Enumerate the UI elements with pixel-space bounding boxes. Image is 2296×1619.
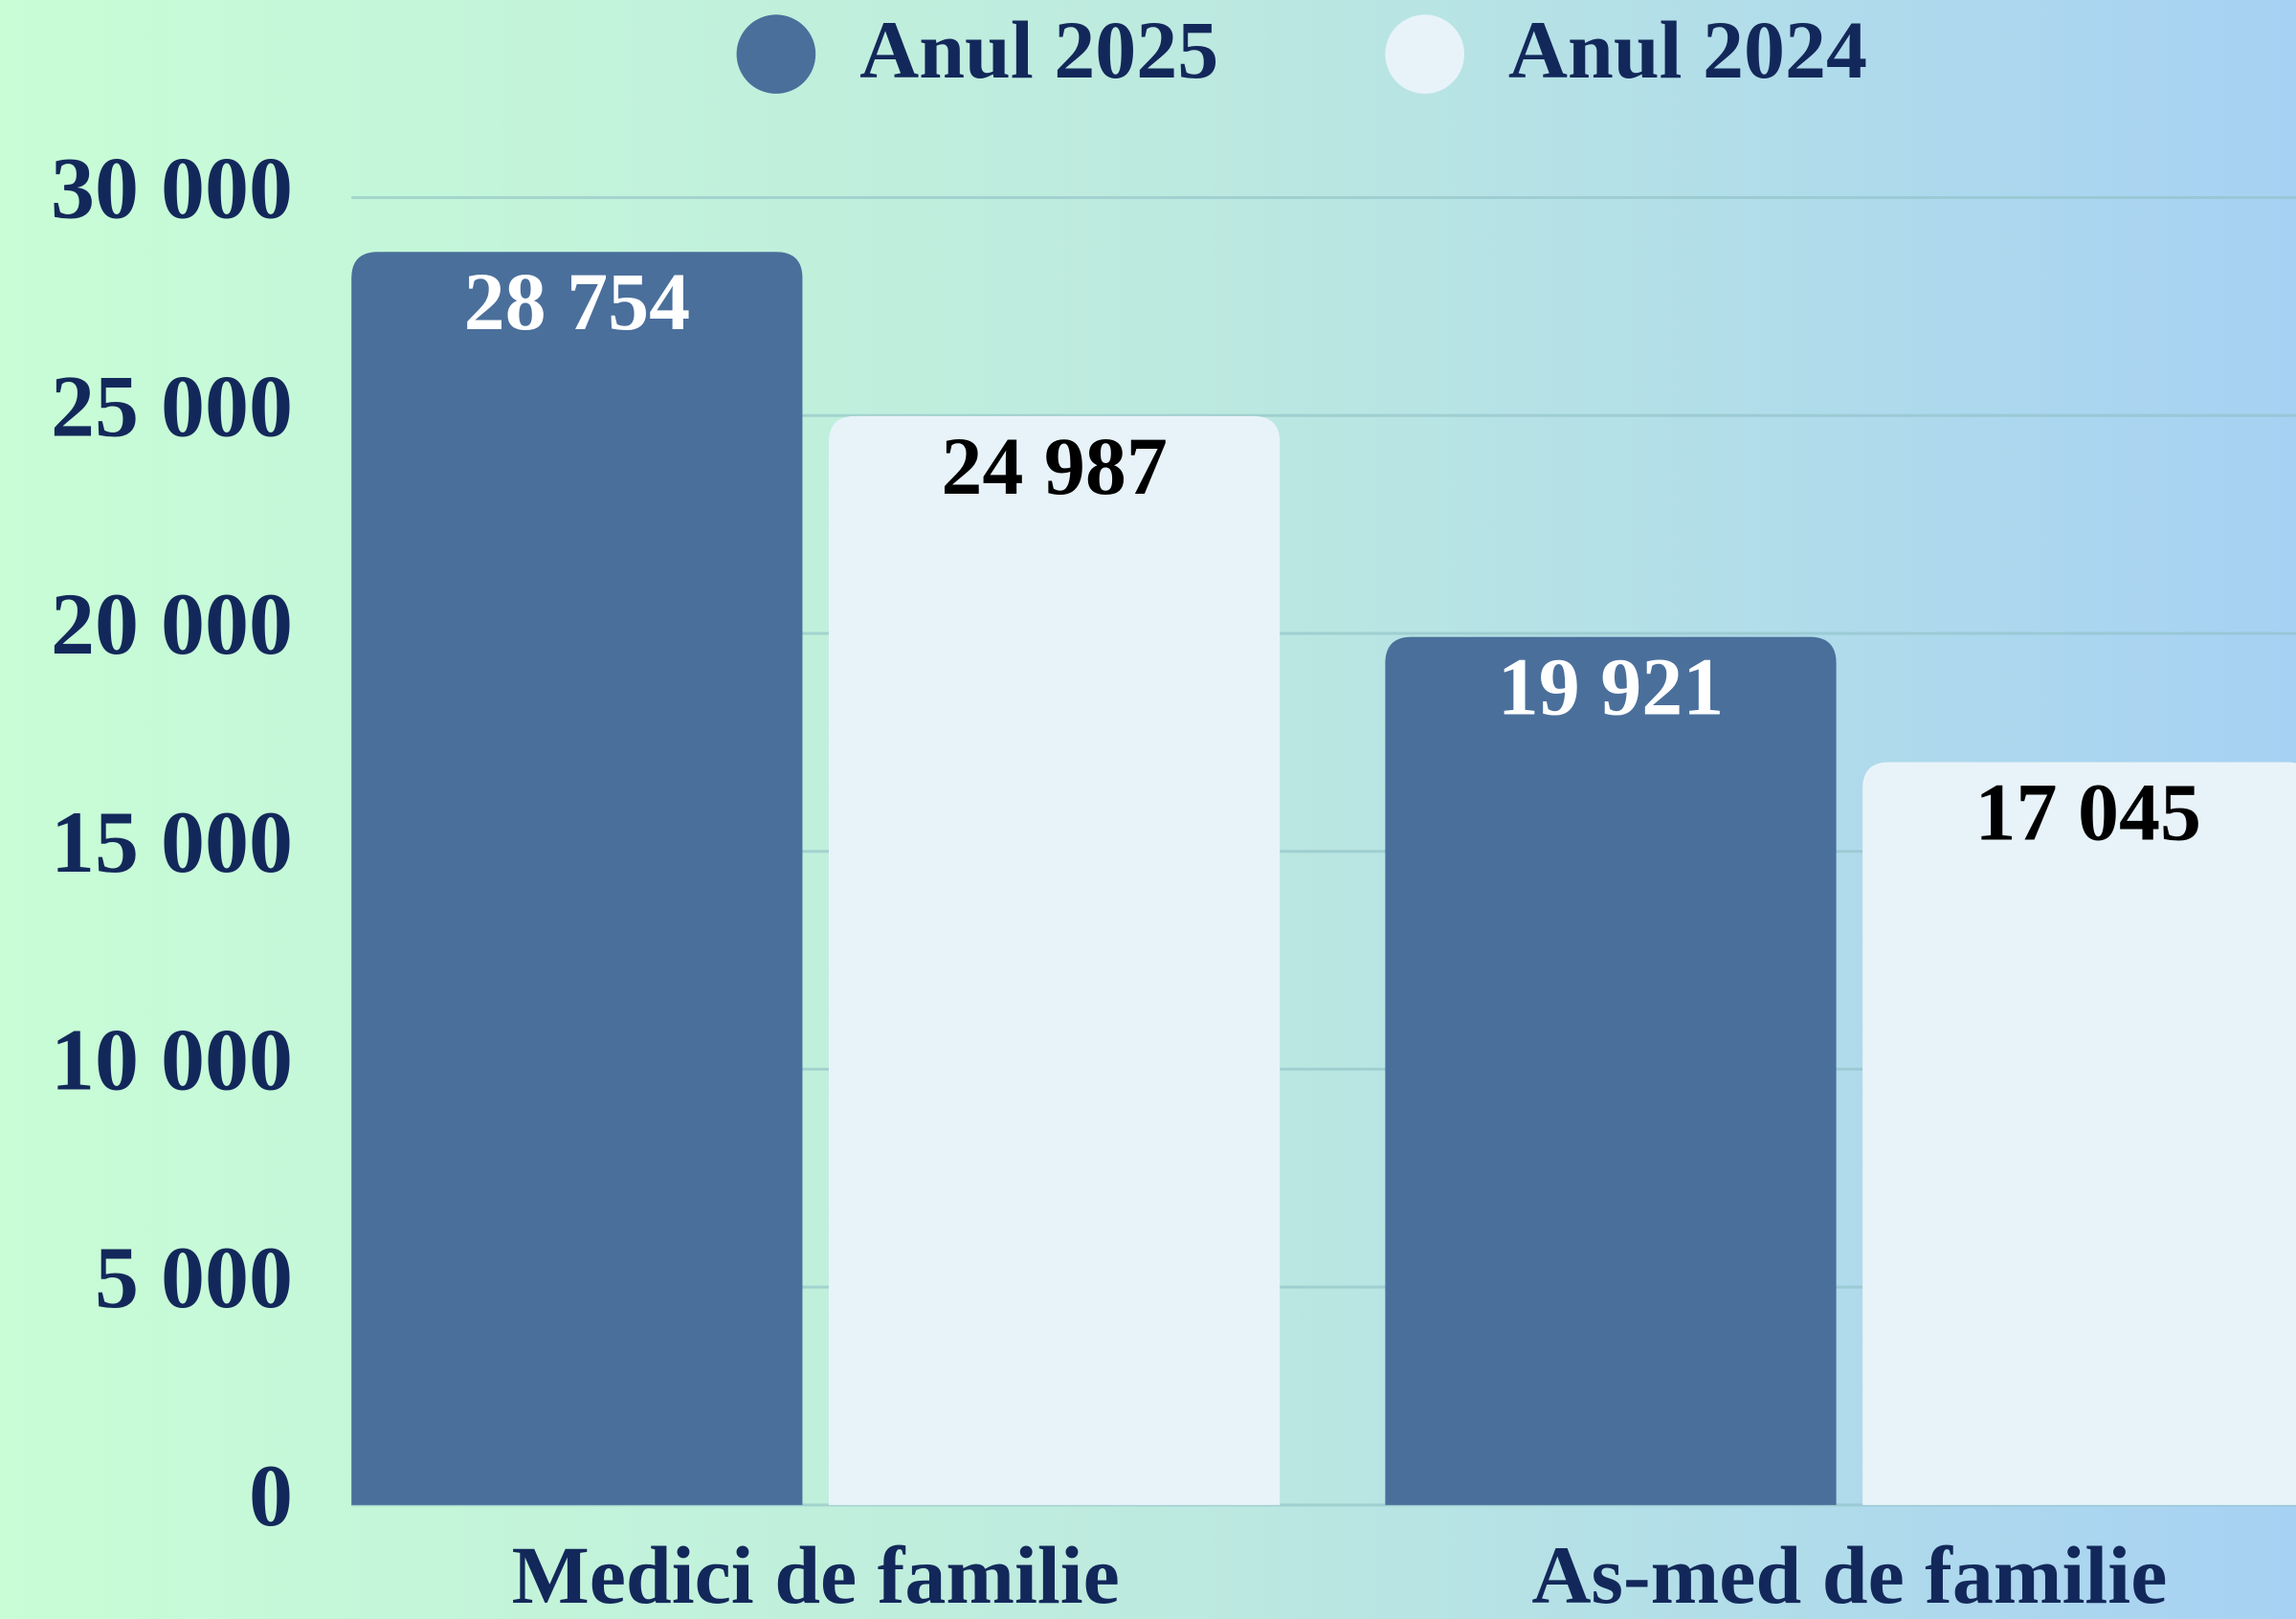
y-tick-label: 20 000: [51, 575, 293, 673]
y-tick-label: 0: [249, 1447, 293, 1544]
bar: [828, 415, 1281, 1505]
data-label: 28 754: [464, 255, 691, 347]
bar: [1862, 762, 2296, 1505]
legend-swatch: [1385, 14, 1464, 94]
data-label: 24 987: [941, 420, 1168, 512]
data-label: 17 045: [1975, 765, 2202, 857]
y-tick-label: 30 000: [51, 140, 293, 237]
legend-swatch: [736, 14, 816, 94]
data-label: 19 921: [1498, 641, 1725, 733]
legend-label: Anul 2025: [859, 4, 1218, 96]
y-tick-label: 25 000: [51, 357, 293, 455]
bar: [1385, 636, 1837, 1505]
y-tick-label: 15 000: [51, 793, 293, 891]
bar: [351, 252, 803, 1505]
legend-label: Anul 2024: [1508, 4, 1867, 96]
y-tick-label: 5 000: [95, 1229, 293, 1326]
x-tick-label: As-med de familie: [1531, 1529, 2167, 1619]
y-tick-label: 10 000: [51, 1011, 293, 1109]
x-tick-label: Medici de familie: [512, 1529, 1120, 1619]
